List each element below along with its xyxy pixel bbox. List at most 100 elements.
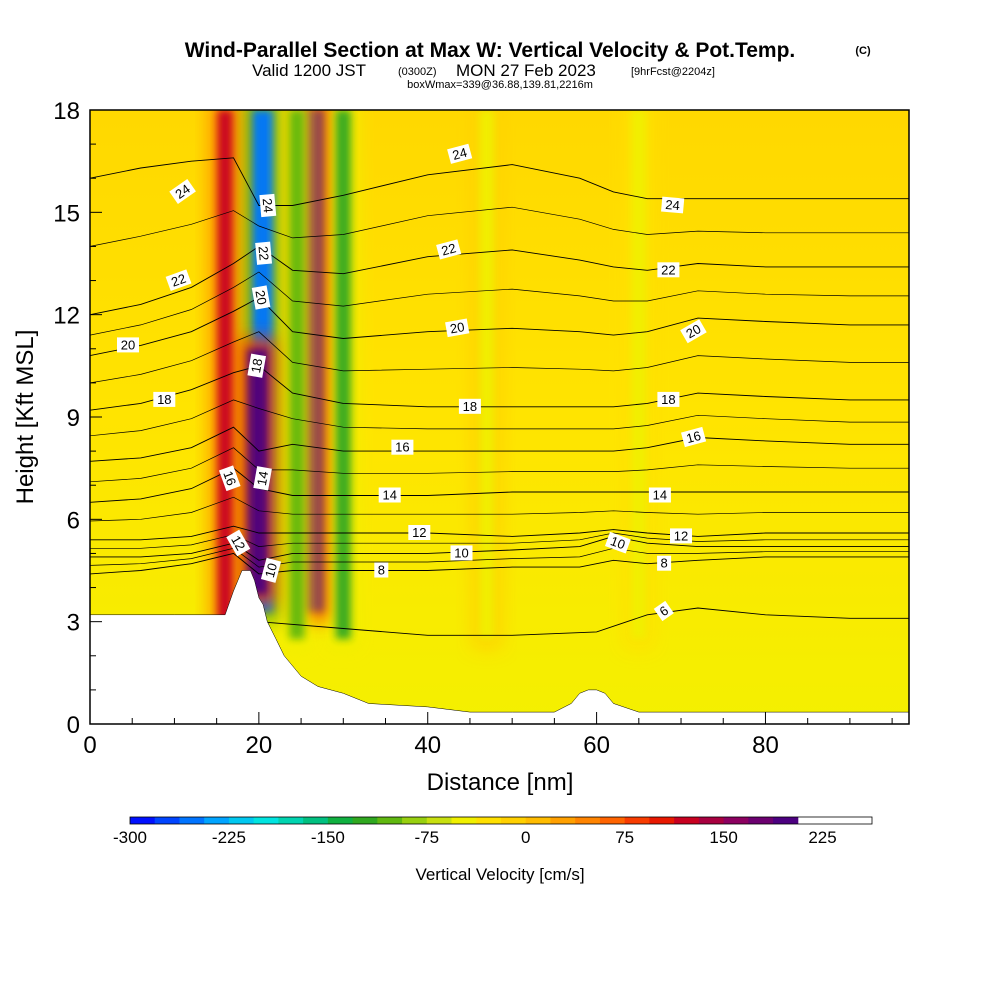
colorbar-tick-label: -150	[311, 828, 345, 847]
contour-label-text: 18	[463, 399, 477, 414]
contour-label-bg	[657, 262, 680, 278]
plot-area: 24 24 24 24 22 22 22 22 20 20 20 20 18 18 18 18 16 16 16 14…	[90, 110, 909, 724]
contour-label-text: 10	[454, 545, 468, 560]
contour-label-text: 20	[683, 321, 703, 341]
colorbar-swatch	[377, 817, 403, 824]
colorbar-swatch	[674, 817, 700, 824]
contour-label-bg	[436, 239, 462, 260]
y-tick-label: 9	[67, 405, 80, 432]
contour-line-20	[90, 297, 909, 357]
contour-label: 24	[661, 196, 685, 214]
contour-label-text: 12	[228, 533, 248, 553]
colorbar-swatch	[253, 817, 279, 824]
subtitle: Valid 1200 JST (0300Z) MON 27 Feb 2023 […	[252, 61, 715, 80]
contour-label-bg	[604, 531, 631, 554]
contour-line-16	[90, 426, 909, 462]
velocity-cell-core	[631, 110, 647, 639]
colorbar-swatch	[451, 817, 477, 824]
colorbar-swatch	[402, 817, 428, 824]
x-tick-label: 20	[246, 732, 273, 759]
y-axis: 0 3 6 9 12 15 18	[53, 98, 102, 739]
contour-label-text: 8	[378, 563, 385, 578]
contour-label-bg	[153, 391, 176, 407]
contour-label-bg	[681, 426, 707, 448]
colorbar-swatch	[599, 817, 626, 824]
contour-label-bg	[653, 600, 674, 622]
colorbar-tick-label: 0	[521, 828, 530, 847]
contour-label-text: 24	[451, 145, 469, 163]
contour-line-intermediate	[90, 271, 909, 336]
contour-label-bg	[255, 241, 273, 265]
contour-label: 20	[251, 285, 271, 310]
colorbar-swatch	[525, 817, 551, 824]
contour-label: 20	[445, 318, 470, 338]
contour-label: 10	[604, 531, 631, 554]
terrain	[90, 570, 909, 724]
contour-label: 6	[653, 600, 674, 622]
contour-line-22	[90, 245, 909, 316]
contour-line-12	[90, 525, 909, 541]
colorbar-swatch	[624, 817, 650, 824]
colorbar-swatch	[352, 817, 378, 824]
contour-label: 22	[436, 239, 462, 260]
contour-label: 22	[255, 241, 273, 265]
contour-label: 18	[657, 391, 680, 407]
contour-label-text: 24	[665, 197, 681, 213]
contour-label-text: 20	[449, 319, 466, 336]
contour-label: 12	[670, 528, 692, 544]
contour-label: 14	[378, 487, 401, 503]
subtitle-utc: (0300Z)	[398, 66, 437, 78]
contour-line-8	[90, 552, 909, 575]
contour-line-intermediate	[90, 496, 909, 522]
contour-label-text: 20	[121, 337, 135, 352]
contour-label-text: 14	[653, 488, 667, 503]
contour-label: 24	[169, 179, 196, 204]
contour-label-bg	[374, 562, 389, 578]
colorbar-frame	[129, 816, 873, 825]
colorbar-label: Vertical Velocity [cm/s]	[415, 865, 584, 884]
contour-label-bg	[450, 545, 473, 561]
contour-label-bg	[391, 439, 414, 455]
colorbar-swatch	[550, 817, 576, 824]
contour-label-bg	[670, 528, 692, 544]
colorbar-swatch	[698, 817, 725, 824]
contour-label-bg	[259, 193, 277, 218]
contour-label-text: 18	[248, 357, 265, 374]
contour-line-intermediate	[90, 331, 909, 384]
contour-label-text: 20	[252, 289, 269, 306]
colorbar-swatch	[179, 817, 205, 824]
colorbar-swatch	[154, 817, 180, 824]
y-tick-label: 0	[67, 712, 80, 739]
contour-label-text: 16	[685, 428, 703, 446]
contour-label-text: 14	[254, 470, 271, 487]
y-tick-label: 18	[53, 98, 80, 125]
contour-label: 18	[247, 353, 267, 378]
contour-label-text: 22	[169, 271, 188, 290]
colorbar-tick-label: -75	[415, 828, 440, 847]
contour-label: 20	[680, 319, 707, 344]
contour-label: 22	[657, 262, 680, 278]
colorbar-swatch	[426, 817, 453, 824]
contour-line-intermediate	[90, 399, 909, 437]
contour-label: 18	[458, 398, 481, 414]
contour-label-bg	[661, 196, 685, 214]
contour-label-bg	[680, 319, 707, 344]
colorbar-swatch	[204, 817, 230, 824]
contour-line-intermediate	[90, 532, 909, 549]
contour-label-bg	[657, 555, 672, 571]
x-axis-label: Distance [nm]	[427, 769, 574, 796]
contour-label-bg	[447, 143, 473, 164]
contour-label: 10	[450, 545, 473, 561]
contour-label-text: 18	[661, 392, 675, 407]
colorbar-tick-label: 225	[808, 828, 836, 847]
contour-label: 12	[408, 525, 431, 540]
contour-label-text: 18	[157, 392, 171, 407]
x-axis: 0 20 40 60 80	[83, 712, 893, 759]
contour-label-bg	[218, 465, 241, 492]
velocity-cell-core	[479, 110, 495, 639]
colorbar-swatch	[748, 817, 774, 824]
colorbar-ticks: -300 -225 -150 -75 0 75 150 225	[113, 828, 837, 847]
contour-label-text: 14	[382, 488, 396, 503]
contour-label: 16	[681, 426, 707, 448]
